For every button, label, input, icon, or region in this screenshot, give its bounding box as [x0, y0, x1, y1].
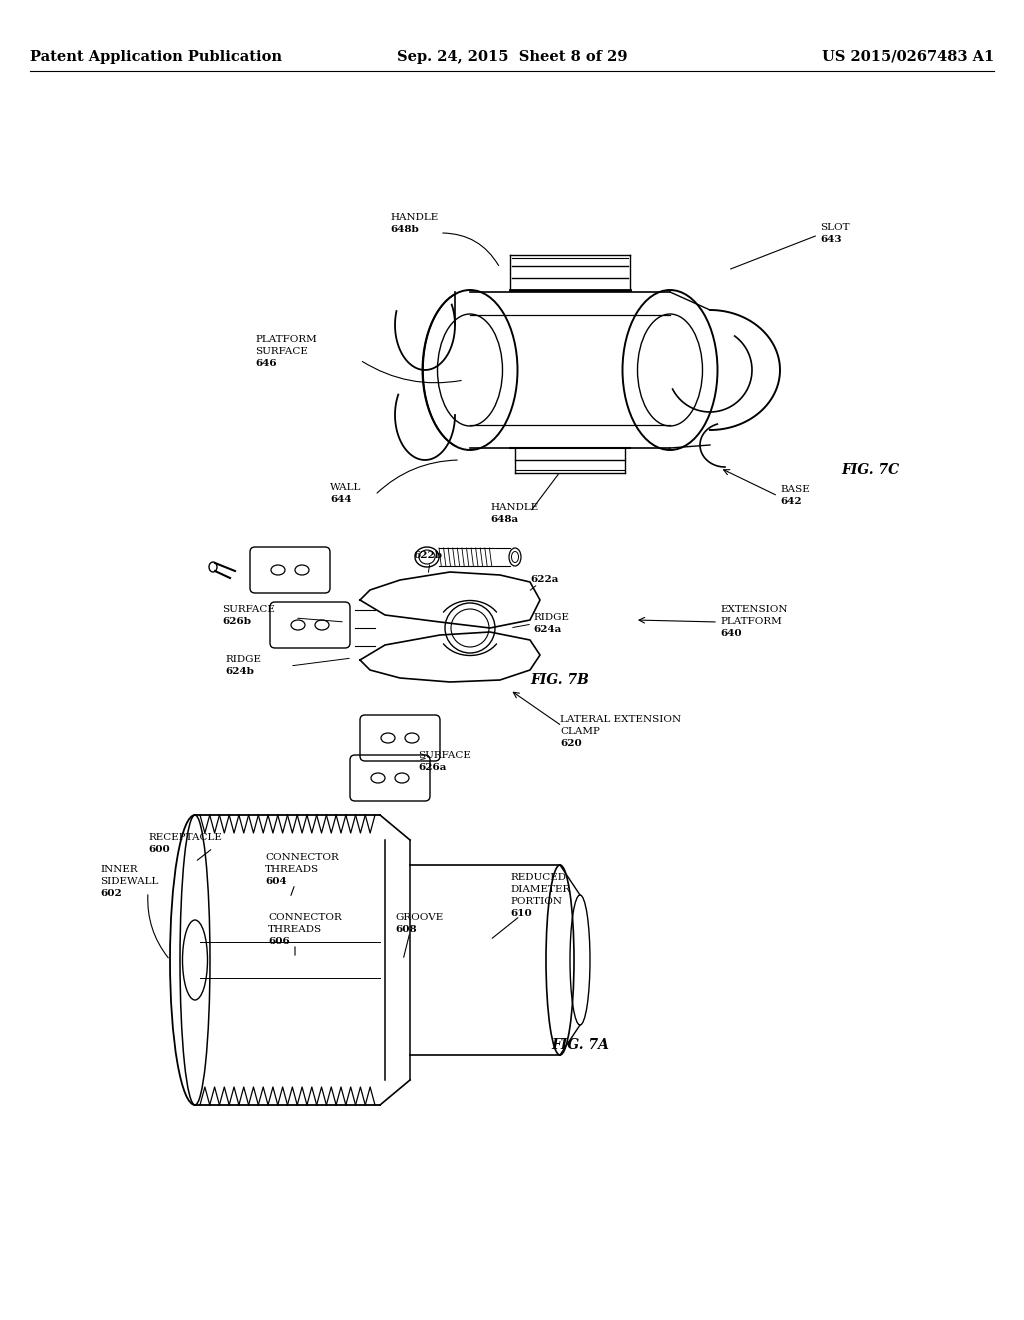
Text: INNER: INNER [100, 866, 137, 874]
Text: 624b: 624b [225, 668, 254, 676]
Text: 626a: 626a [418, 763, 446, 772]
Text: 642: 642 [780, 498, 802, 507]
Text: FIG. 7C: FIG. 7C [841, 463, 899, 477]
Text: 624a: 624a [534, 626, 561, 635]
Text: US 2015/0267483 A1: US 2015/0267483 A1 [821, 50, 994, 63]
Text: 602: 602 [100, 890, 122, 899]
Text: 620: 620 [560, 739, 582, 748]
Text: 610: 610 [510, 909, 531, 919]
Text: WALL: WALL [330, 483, 361, 492]
Text: FIG. 7B: FIG. 7B [530, 673, 590, 686]
Text: REDUCED: REDUCED [510, 874, 566, 883]
Text: RIDGE: RIDGE [225, 656, 261, 664]
Text: LATERAL EXTENSION: LATERAL EXTENSION [560, 715, 681, 725]
Text: SLOT: SLOT [820, 223, 850, 232]
Text: 640: 640 [720, 630, 741, 639]
Text: Sep. 24, 2015  Sheet 8 of 29: Sep. 24, 2015 Sheet 8 of 29 [396, 50, 628, 63]
Text: THREADS: THREADS [265, 866, 319, 874]
Text: SURFACE: SURFACE [418, 751, 471, 760]
Text: 608: 608 [395, 925, 417, 935]
Text: CLAMP: CLAMP [560, 727, 600, 737]
Text: 626b: 626b [222, 618, 251, 627]
Text: HANDLE: HANDLE [390, 214, 438, 223]
Text: 622b: 622b [413, 552, 442, 561]
Text: SURFACE: SURFACE [255, 347, 308, 356]
Text: BASE: BASE [780, 486, 810, 495]
Text: SURFACE: SURFACE [222, 606, 274, 615]
Text: PLATFORM: PLATFORM [720, 618, 781, 627]
Text: CONNECTOR: CONNECTOR [268, 913, 342, 923]
Text: GROOVE: GROOVE [395, 913, 443, 923]
Text: 604: 604 [265, 878, 287, 887]
Text: 606: 606 [268, 937, 290, 946]
Text: EXTENSION: EXTENSION [720, 606, 787, 615]
Text: CONNECTOR: CONNECTOR [265, 854, 339, 862]
Text: THREADS: THREADS [268, 925, 323, 935]
Text: Patent Application Publication: Patent Application Publication [30, 50, 282, 63]
Text: RIDGE: RIDGE [534, 614, 569, 623]
Text: 643: 643 [820, 235, 842, 244]
Text: PORTION: PORTION [510, 898, 562, 907]
Text: PLATFORM: PLATFORM [255, 335, 316, 345]
Text: 648a: 648a [490, 516, 518, 524]
Text: 646: 646 [255, 359, 276, 368]
Text: RECEPTACLE: RECEPTACLE [148, 833, 222, 842]
Text: SIDEWALL: SIDEWALL [100, 878, 159, 887]
Text: 622a: 622a [530, 576, 558, 585]
Text: HANDLE: HANDLE [490, 503, 539, 512]
Text: 648b: 648b [390, 224, 419, 234]
Text: DIAMETER: DIAMETER [510, 886, 570, 895]
Text: FIG. 7A: FIG. 7A [551, 1038, 609, 1052]
Text: 600: 600 [148, 846, 170, 854]
Text: 644: 644 [330, 495, 351, 504]
